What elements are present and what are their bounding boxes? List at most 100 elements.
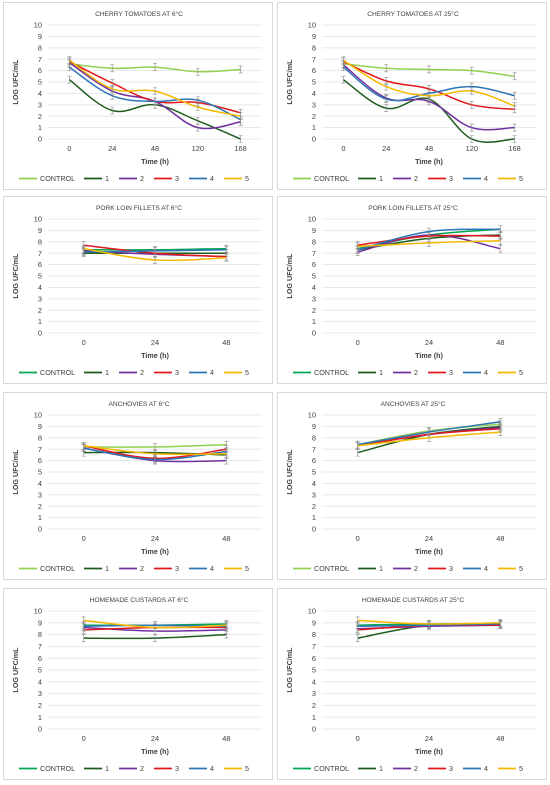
y-tick-label: 10 <box>34 21 42 30</box>
y-tick-label: 5 <box>312 272 316 281</box>
x-tick-label: 168 <box>508 144 520 153</box>
error-bar <box>498 619 503 627</box>
y-axis-title: LOG UFC/mL <box>285 449 294 495</box>
legend-label: 2 <box>140 564 144 573</box>
error-bar <box>469 135 474 143</box>
x-axis-title: Time (h) <box>141 547 169 556</box>
error-bar <box>195 67 200 76</box>
legend-label: 3 <box>175 368 179 377</box>
y-tick-label: 4 <box>38 283 42 292</box>
x-tick-label: 24 <box>151 534 159 543</box>
x-tick-label: 168 <box>234 144 246 153</box>
error-bar <box>512 102 517 110</box>
legend-label: 5 <box>245 564 249 573</box>
y-tick-label: 3 <box>312 490 316 499</box>
y-tick-label: 2 <box>38 306 42 315</box>
legend-label: CONTROL <box>314 764 349 773</box>
x-axis-title: Time (h) <box>141 351 169 360</box>
chart-title: ANCHOVIES AT 25°C <box>381 400 446 408</box>
error-bar <box>498 236 503 245</box>
x-tick-label: 0 <box>356 338 360 347</box>
x-tick-label: 0 <box>341 144 345 153</box>
error-bar <box>498 225 503 234</box>
x-tick-label: 48 <box>496 338 504 347</box>
error-bar <box>67 75 72 84</box>
chart-panel: CHERRY TOMATOES AT 25°C 0 1 2 3 4 5 6 7 8 9 10 0 24 48… <box>277 2 547 190</box>
y-tick-label: 6 <box>312 456 316 465</box>
y-tick-label: 7 <box>312 249 316 258</box>
error-bar <box>81 244 86 253</box>
y-tick-label: 2 <box>38 502 42 511</box>
y-axis-title: LOG UFC/mL <box>285 647 294 693</box>
y-tick-label: 1 <box>38 123 42 132</box>
y-tick-label: 3 <box>38 100 42 109</box>
y-tick-label: 9 <box>38 422 42 431</box>
y-tick-label: 1 <box>38 713 42 722</box>
x-axis-title: Time (h) <box>415 547 443 556</box>
chart-panel: HOMEMADE CUSTARDS AT 25°C 0 1 2 3 4 5 6 7 8 9 10 0 24… <box>277 588 547 780</box>
y-tick-label: 9 <box>38 226 42 235</box>
legend-label: CONTROL <box>314 368 349 377</box>
error-bar <box>355 441 360 450</box>
y-axis-title: LOG UFC/mL <box>11 253 20 299</box>
error-bar <box>384 64 389 73</box>
error-bar <box>153 97 157 106</box>
error-bar <box>153 87 157 95</box>
legend-label: 5 <box>245 764 249 773</box>
error-bar <box>512 135 517 143</box>
legend-label: 2 <box>140 764 144 773</box>
legend-label: 2 <box>140 174 144 183</box>
y-tick-label: 8 <box>312 237 316 246</box>
legend-label: 2 <box>414 174 418 183</box>
legend-label: 3 <box>175 174 179 183</box>
y-tick-label: 10 <box>308 21 316 30</box>
y-tick-label: 0 <box>38 525 42 534</box>
y-tick-label: 2 <box>38 701 42 710</box>
legend-label: 4 <box>484 174 488 183</box>
y-tick-label: 7 <box>38 445 42 454</box>
chart-title: PORK LOIN FILLETS AT 6°C <box>96 204 182 212</box>
y-tick-label: 3 <box>38 294 42 303</box>
chart-title: HOMEMADE CUSTARDS AT 25°C <box>362 596 465 604</box>
error-bar <box>81 634 86 642</box>
legend-label: 1 <box>379 564 383 573</box>
y-tick-label: 8 <box>312 43 316 52</box>
error-bar <box>224 245 229 254</box>
legend-label: CONTROL <box>40 368 75 377</box>
y-axis-title: LOG UFC/mL <box>11 59 20 105</box>
y-tick-label: 1 <box>312 123 316 132</box>
y-tick-label: 0 <box>312 725 316 734</box>
y-tick-label: 10 <box>308 411 316 420</box>
y-tick-label: 6 <box>38 66 42 75</box>
x-tick-label: 120 <box>466 144 478 153</box>
error-bar <box>384 95 389 103</box>
error-bar <box>67 56 72 65</box>
x-tick-label: 24 <box>108 144 116 153</box>
x-tick-label: 48 <box>496 534 504 543</box>
legend-label: 4 <box>484 764 488 773</box>
chart-panel: PORK LOIN FILLETS AT 6°C 0 1 2 3 4 5 6 7 8 9 10 0 24 4… <box>3 196 273 384</box>
error-bar <box>427 227 431 236</box>
error-bar <box>498 428 503 436</box>
legend-label: 3 <box>175 764 179 773</box>
error-bar <box>153 247 157 255</box>
y-tick-label: 9 <box>38 618 42 627</box>
chart-panel: CHERRY TOMATOES AT 6°C 0 1 2 3 4 5 6 7 8 9 10 0 24 48 1… <box>3 2 273 190</box>
y-tick-label: 3 <box>38 689 42 698</box>
error-bar <box>110 106 115 115</box>
y-tick-label: 2 <box>312 306 316 315</box>
error-bar <box>512 123 517 132</box>
x-tick-label: 0 <box>82 338 86 347</box>
legend-label: 2 <box>414 368 418 377</box>
y-tick-label: 7 <box>312 445 316 454</box>
legend-label: 5 <box>519 368 523 377</box>
y-tick-label: 5 <box>312 468 316 477</box>
error-bar <box>110 85 115 93</box>
y-tick-label: 4 <box>312 89 316 98</box>
chart-title: PORK LOIN FILLETS AT 25°C <box>368 204 458 212</box>
y-tick-label: 4 <box>38 479 42 488</box>
legend-label: 1 <box>379 764 383 773</box>
